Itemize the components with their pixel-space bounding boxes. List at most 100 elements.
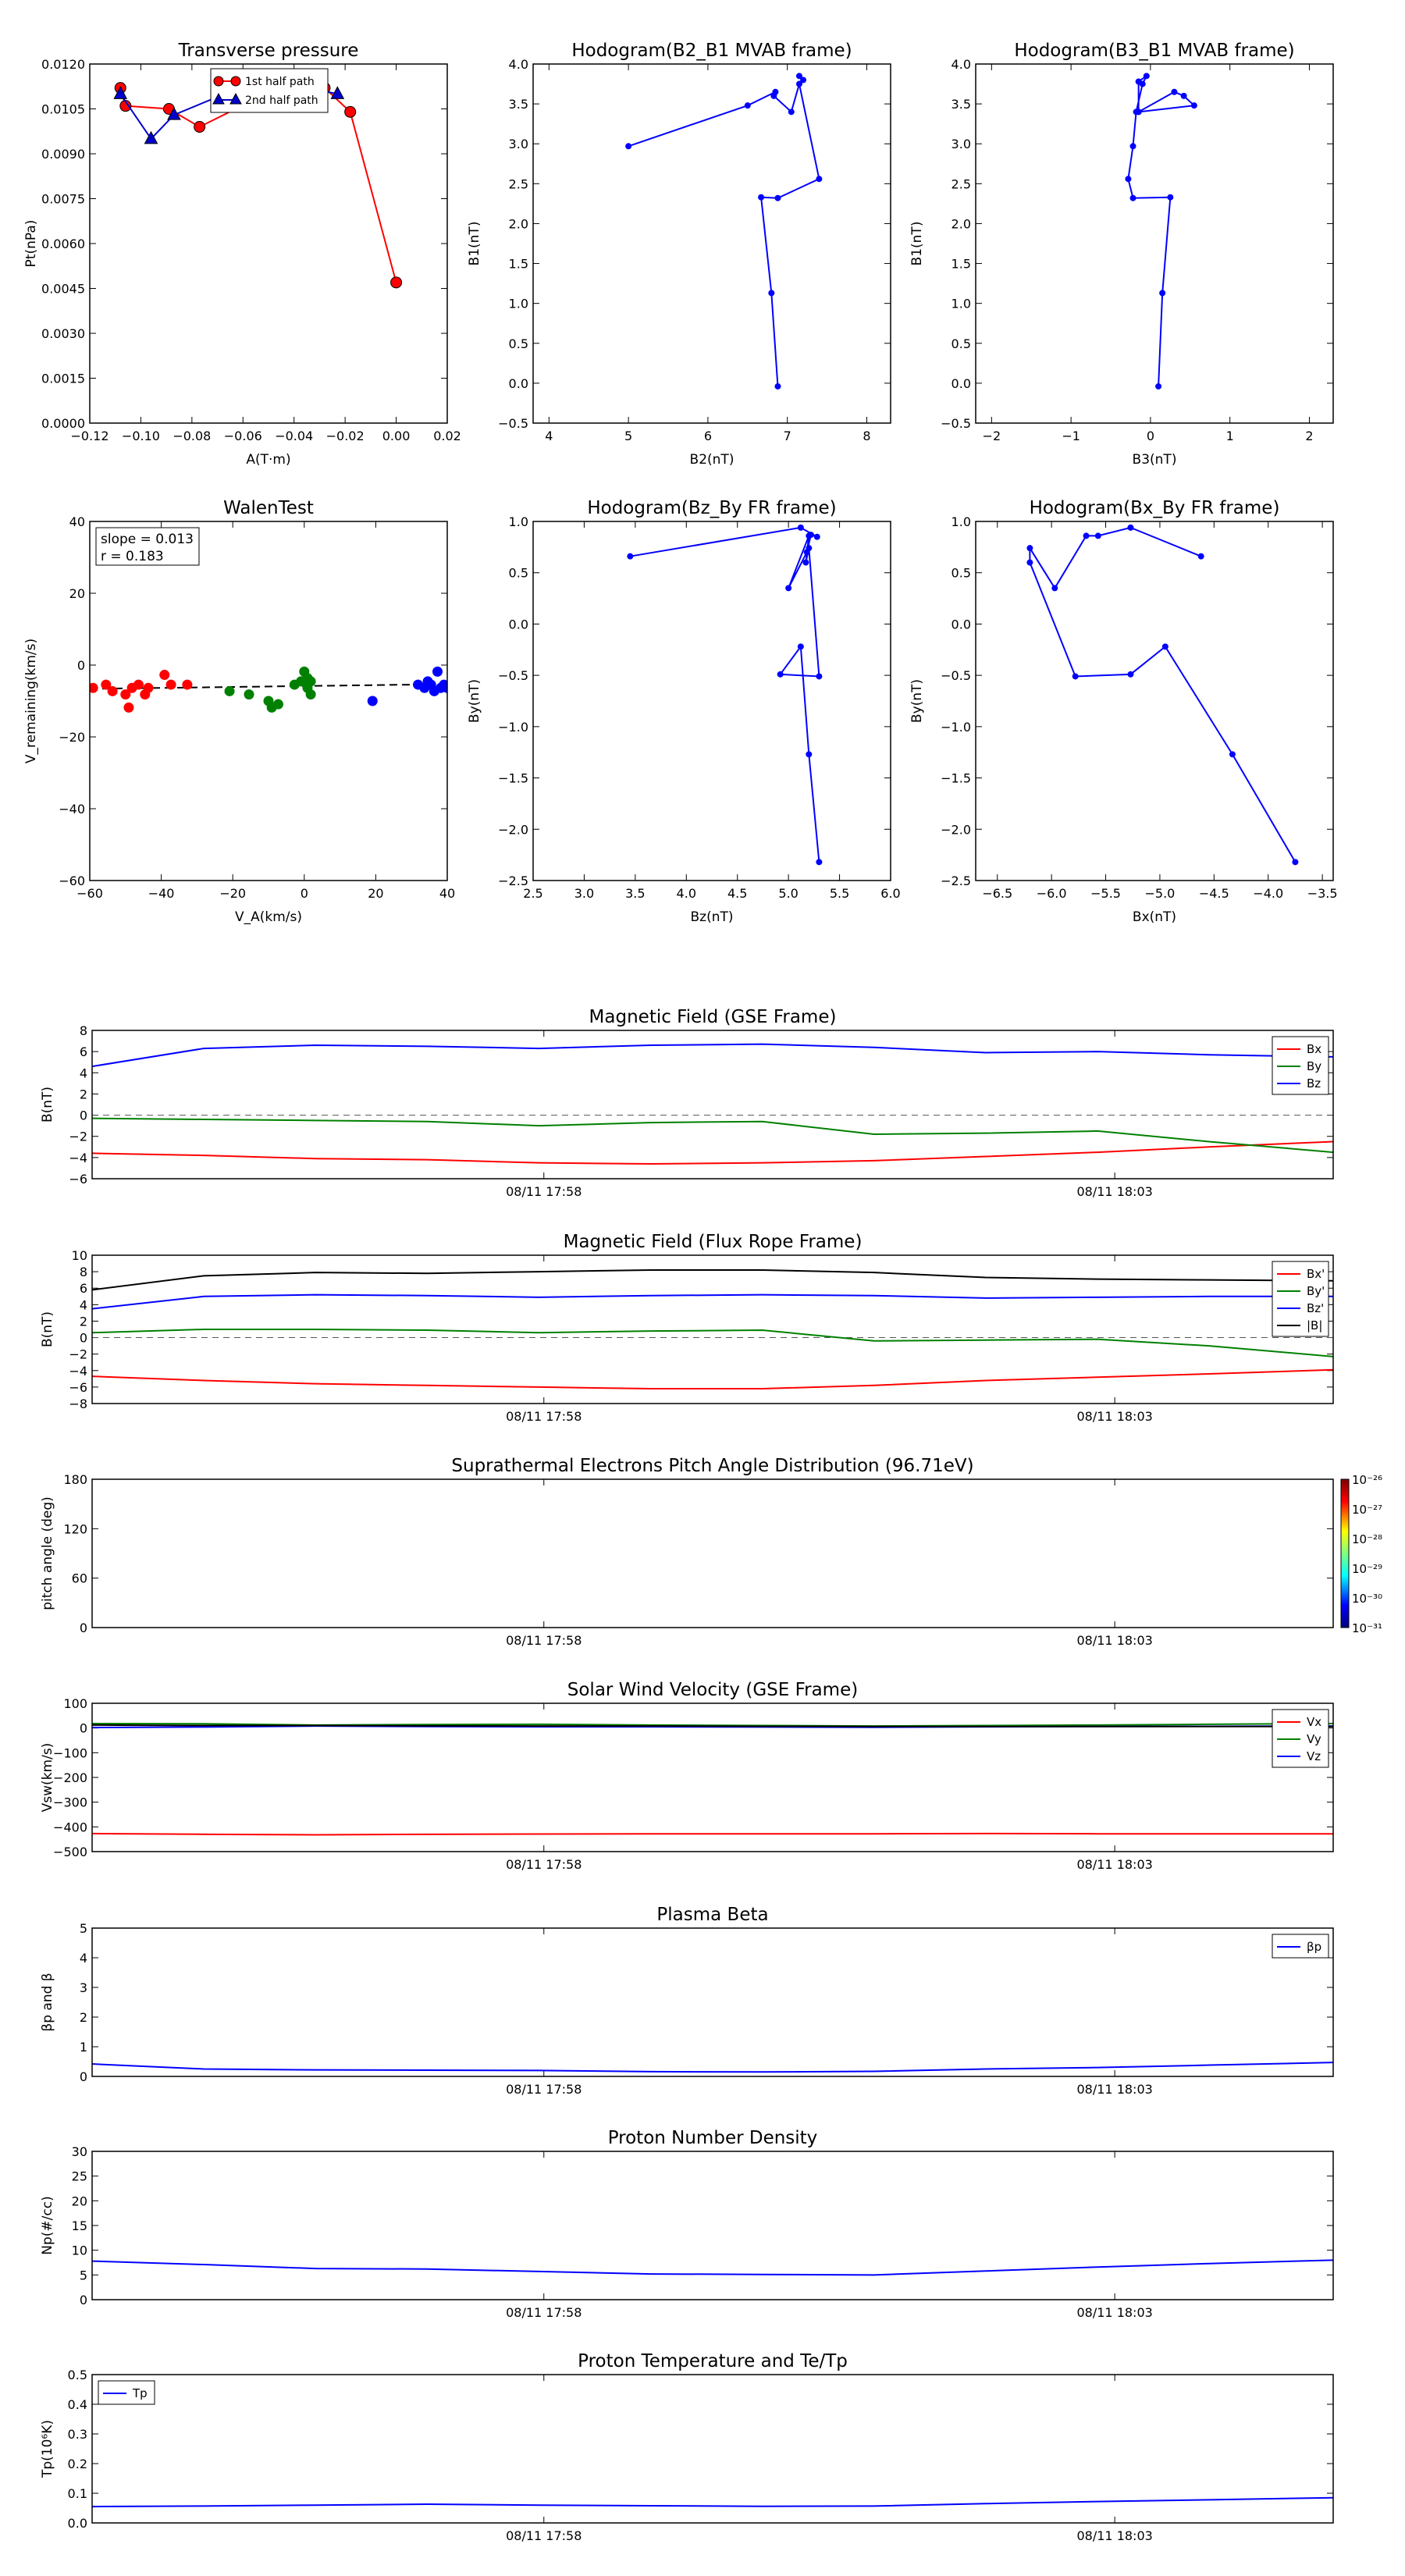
y-axis-label: βp and β <box>40 1973 55 2031</box>
colorbar-tick-label: 10⁻³¹ <box>1352 1621 1382 1635</box>
y-tick-label: 1.0 <box>509 514 528 529</box>
data-point <box>806 751 813 758</box>
data-point <box>144 130 158 144</box>
x-axis-label: V_A(km/s) <box>235 909 302 925</box>
y-tick-label: 0 <box>80 1108 87 1123</box>
plot-area <box>92 2062 1333 2073</box>
legend-label: Vx <box>1307 1715 1321 1729</box>
colorbar-tick-label: 10⁻²⁶ <box>1352 1473 1382 1487</box>
x-tick-label: −40 <box>148 886 175 901</box>
y-tick-label: 0.0 <box>509 376 528 391</box>
series-line-Bx' <box>92 1368 1333 1389</box>
data-point <box>330 86 345 99</box>
legend-marker <box>229 92 242 105</box>
x-tick-label: 08/11 18:03 <box>1077 1633 1153 1648</box>
data-point <box>803 549 810 556</box>
series-line-|B| <box>92 1269 1333 1291</box>
data-point <box>90 682 98 693</box>
legend-marker <box>230 76 241 87</box>
plot-frame <box>91 2151 1334 2300</box>
plot-frame <box>89 63 448 424</box>
y-tick-label: 6 <box>80 1281 87 1296</box>
data-point <box>625 143 632 150</box>
y-tick-label: 8 <box>80 1023 87 1038</box>
y-tick-label: 3.0 <box>951 137 971 151</box>
x-tick-label: 0 <box>1147 429 1154 443</box>
data-point <box>816 176 823 183</box>
data-point <box>813 533 820 540</box>
y-axis-label: By(nT) <box>909 679 925 723</box>
data-point <box>344 105 357 118</box>
y-tick-label: 0.5 <box>951 566 971 581</box>
y-tick-label: 0 <box>80 1721 87 1736</box>
x-tick-label: 08/11 17:58 <box>506 1857 582 1872</box>
chart-title: WalenTest <box>223 498 314 518</box>
x-tick-label: −5.0 <box>1145 886 1176 901</box>
y-tick-label: −0.5 <box>498 416 528 431</box>
chart-title: Hodogram(B2_B1 MVAB frame) <box>571 41 852 61</box>
series-line-Tp <box>92 2496 1333 2508</box>
x-axis-label: Bx(nT) <box>1133 909 1176 925</box>
y-tick-label: 0.0 <box>951 376 971 391</box>
y-tick-label: 6 <box>80 1044 87 1059</box>
plot-area <box>92 2496 1333 2508</box>
series-line-Vx <box>92 1832 1333 1836</box>
y-tick-label: 1 <box>80 2040 87 2055</box>
y-axis-label: Vsw(km/s) <box>40 1743 55 1813</box>
legend-label: 1st half path <box>245 76 315 88</box>
data-point <box>272 699 283 710</box>
x-tick-label: 3.5 <box>625 886 645 901</box>
y-tick-label: 40 <box>69 514 85 529</box>
y-tick-label: 0.0000 <box>41 416 85 431</box>
x-tick-label: 5.5 <box>830 886 849 901</box>
data-point <box>113 86 128 99</box>
data-point <box>120 689 131 700</box>
data-point <box>1292 859 1299 866</box>
series-line-3 <box>92 1724 1333 1727</box>
y-axis-label: pitch angle (deg) <box>40 1496 55 1610</box>
chart-title: Proton Temperature and Te/Tp <box>578 2351 848 2371</box>
plot-area <box>1125 73 1197 390</box>
x-tick-label: −0.06 <box>224 429 262 443</box>
x-tick-label: 08/11 17:58 <box>506 2528 582 2543</box>
y-tick-label: 8 <box>80 1265 87 1279</box>
x-tick-label: 08/11 18:03 <box>1077 1184 1153 1199</box>
y-tick-label: −0.5 <box>498 668 528 683</box>
data-point <box>816 859 823 866</box>
plot-frame <box>91 2374 1334 2524</box>
series-line-0 <box>628 84 820 387</box>
y-tick-label: 0.4 <box>68 2397 87 2412</box>
x-tick-label: 2 <box>1305 429 1313 443</box>
x-tick-label: 0 <box>301 886 308 901</box>
y-tick-label: 15 <box>72 2218 87 2233</box>
chart-title: Hodogram(B3_B1 MVAB frame) <box>1014 41 1294 61</box>
plot-area <box>90 666 447 713</box>
y-tick-label: 2 <box>80 1087 87 1101</box>
data-point <box>107 685 118 696</box>
x-tick-label: 20 <box>368 886 383 901</box>
x-tick-label: −6.0 <box>1037 886 1067 901</box>
data-point <box>800 76 807 84</box>
chart-p6: Hodogram(Bx_By FR frame) By(nT) Bx(nT) −2.5… <box>909 498 1338 925</box>
series-line-0 <box>1029 526 1297 863</box>
x-tick-label: 4.5 <box>727 886 747 901</box>
series-line-0 <box>1127 75 1197 387</box>
x-tick-label: −5.5 <box>1090 886 1121 901</box>
y-tick-label: 0 <box>77 658 85 673</box>
series-line-By <box>92 1117 1333 1154</box>
data-point <box>159 670 170 681</box>
y-tick-label: 0 <box>80 1621 87 1635</box>
data-point <box>795 73 802 80</box>
y-tick-label: −2.5 <box>941 873 971 888</box>
x-axis-label: B2(nT) <box>690 452 735 468</box>
x-tick-label: 08/11 18:03 <box>1077 2305 1153 2320</box>
y-tick-label: −4 <box>69 1151 87 1165</box>
y-axis-label: Pt(nPa) <box>23 220 39 268</box>
y-tick-label: 3.5 <box>509 97 528 112</box>
chart-ts4: Solar Wind Velocity (GSE Frame) Vsw(km/s)… <box>40 1680 1334 1872</box>
chart-title: Magnetic Field (GSE Frame) <box>589 1007 837 1027</box>
y-axis-label: B(nT) <box>40 1087 55 1123</box>
y-tick-label: −6 <box>69 1380 87 1395</box>
data-point <box>1072 673 1079 680</box>
y-tick-label: 0 <box>80 1331 87 1346</box>
